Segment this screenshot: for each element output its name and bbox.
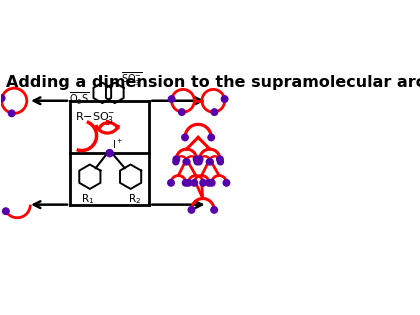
Text: R$_2$: R$_2$ (128, 192, 141, 206)
Circle shape (206, 180, 212, 186)
Circle shape (206, 159, 212, 165)
Circle shape (178, 109, 185, 115)
Circle shape (221, 96, 228, 102)
Circle shape (211, 207, 218, 213)
Circle shape (184, 159, 190, 165)
Circle shape (182, 134, 188, 141)
Circle shape (168, 180, 174, 186)
Circle shape (191, 180, 197, 186)
Circle shape (173, 156, 180, 163)
Text: I$^+$: I$^+$ (112, 137, 123, 151)
Circle shape (207, 159, 213, 165)
Circle shape (197, 156, 203, 163)
Circle shape (196, 159, 202, 165)
Circle shape (0, 95, 5, 101)
Text: Adding a dimension to the supramolecular architecture: Adding a dimension to the supramolecular… (6, 75, 420, 89)
Circle shape (185, 180, 192, 186)
Circle shape (217, 156, 223, 163)
Circle shape (223, 180, 230, 186)
Circle shape (106, 150, 113, 157)
Circle shape (173, 159, 179, 165)
Circle shape (211, 109, 218, 115)
Circle shape (200, 180, 206, 186)
Circle shape (168, 96, 175, 102)
Text: R$-$SO$_3^{-}$: R$-$SO$_3^{-}$ (75, 110, 116, 125)
Circle shape (218, 159, 223, 165)
Circle shape (8, 110, 15, 117)
Circle shape (208, 134, 215, 141)
Circle shape (188, 207, 195, 213)
Circle shape (193, 156, 200, 163)
Circle shape (182, 180, 189, 186)
Circle shape (3, 208, 9, 215)
Circle shape (194, 159, 200, 165)
Circle shape (183, 159, 189, 165)
Circle shape (208, 180, 215, 186)
Text: R$_1$: R$_1$ (81, 192, 94, 206)
Text: $\overline{\rm SO_3^{-}}$: $\overline{\rm SO_3^{-}}$ (121, 71, 143, 88)
Text: $\overline{\rm O_3S}$: $\overline{\rm O_3S}$ (68, 90, 89, 107)
